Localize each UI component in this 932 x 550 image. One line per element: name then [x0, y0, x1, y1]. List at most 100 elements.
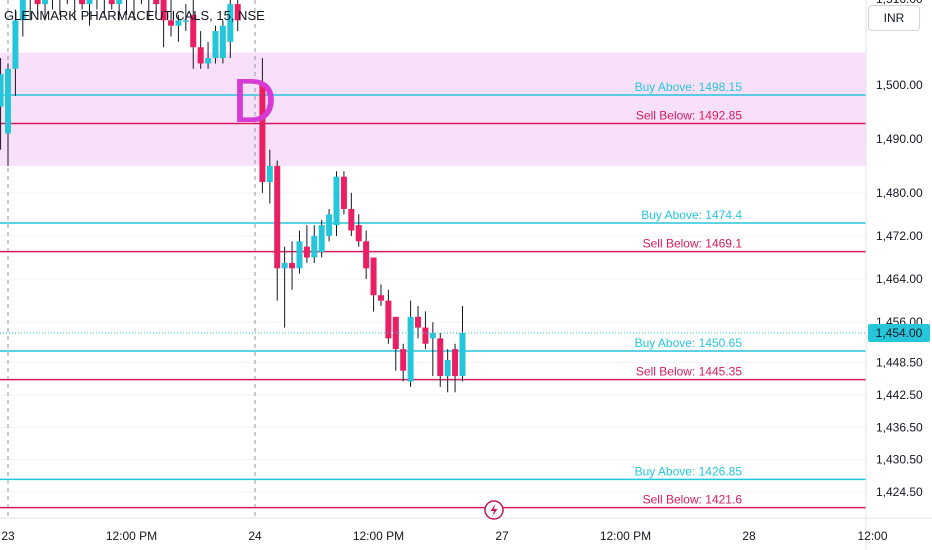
demand-zone	[0, 52, 866, 166]
candle	[42, 0, 49, 21]
candle-body	[326, 214, 333, 236]
candle-body	[333, 176, 340, 226]
candle	[289, 241, 296, 290]
candle-body	[452, 349, 459, 377]
candle	[340, 171, 347, 215]
candle	[227, 0, 234, 59]
candle	[197, 31, 204, 69]
level-label: Buy Above: 1426.85	[635, 464, 743, 478]
current-price-tag-bg	[868, 323, 930, 342]
time-tick-label: 23	[1, 529, 15, 543]
candle-body	[259, 85, 266, 183]
candle-body	[444, 359, 451, 377]
candle-body	[355, 225, 362, 242]
candle-body	[5, 68, 11, 134]
candle	[219, 20, 226, 64]
level-label: Sell Below: 1421.6	[643, 493, 743, 507]
price-tick-label: 1,480.00	[876, 186, 923, 200]
price-axis[interactable]: 1,516.00 1,500.00 1,490.00 1,480.00 1,472.00…	[876, 0, 923, 499]
candle	[86, 0, 93, 26]
level-label: Sell Below: 1469.1	[643, 237, 743, 251]
candle	[326, 208, 333, 242]
time-tick-label: 12:00 PM	[600, 529, 651, 543]
zone-rect	[0, 52, 866, 166]
candle-body	[429, 332, 436, 339]
candle	[355, 214, 362, 247]
level-label: Buy Above: 1474.4	[641, 208, 742, 222]
time-axis[interactable]: 23 12:00 PM 24 12:00 PM 27 12:00 PM 28 12:00	[1, 529, 888, 543]
candle	[392, 316, 399, 371]
candle	[311, 225, 318, 263]
candle	[133, 0, 135, 21]
zone-marker-label: D	[232, 67, 277, 136]
candle-body	[227, 4, 234, 42]
candles	[0, 0, 466, 393]
level-label: Sell Below: 1445.35	[636, 365, 742, 379]
time-tick-label: 27	[495, 529, 509, 543]
candle-body	[274, 165, 281, 269]
symbol-title: GLENMARK PHARMACEUTICALS, 15, NSE	[4, 8, 265, 23]
candle	[51, 0, 53, 10]
candle-body	[340, 176, 347, 209]
candle-body	[182, 20, 189, 22]
candle	[318, 219, 325, 258]
candle-body	[197, 47, 204, 64]
candle	[175, 14, 182, 42]
candle	[429, 322, 436, 377]
candle-body	[437, 338, 444, 377]
candle-body	[392, 316, 399, 350]
candle-body	[160, 0, 167, 21]
candle-body	[266, 165, 273, 183]
price-tick-label: 1,516.00	[876, 0, 923, 6]
candle	[348, 192, 355, 236]
time-tick-label: 24	[248, 529, 262, 543]
candle	[422, 311, 429, 350]
candle-body	[318, 225, 325, 253]
candle-body	[234, 4, 241, 21]
time-tick-label: 28	[742, 529, 756, 543]
candle	[168, 0, 175, 37]
candle	[79, 0, 86, 10]
currency-button[interactable]: INR	[868, 5, 920, 31]
candle	[370, 257, 377, 312]
candle	[5, 63, 11, 166]
candle	[234, 0, 241, 32]
candle	[0, 58, 4, 150]
candle	[108, 0, 115, 10]
candle-body	[407, 316, 414, 382]
candle	[333, 171, 340, 236]
candle	[437, 332, 444, 387]
candle	[266, 149, 273, 204]
candle	[19, 0, 26, 37]
candle	[96, 0, 98, 10]
lightning-icon[interactable]	[484, 500, 504, 520]
candle-body	[19, 0, 26, 21]
candle-body	[385, 300, 392, 339]
candle	[459, 306, 466, 382]
candle	[103, 0, 105, 15]
candle-body	[377, 295, 384, 301]
price-tick-label: 1,436.50	[876, 420, 923, 434]
session-separators	[7, 0, 256, 518]
candle	[274, 160, 281, 301]
candle	[205, 41, 212, 69]
level-label: Buy Above: 1450.65	[635, 336, 743, 350]
candle-body	[116, 0, 123, 5]
candle	[29, 0, 31, 21]
time-tick-label: 12:00 PM	[353, 529, 404, 543]
candle-body	[281, 262, 288, 269]
candle	[407, 300, 414, 387]
candle-body	[370, 257, 377, 296]
candle-body	[459, 332, 466, 377]
current-price-tag: 1,454.00	[868, 323, 930, 342]
candle-body	[79, 0, 86, 5]
candle	[148, 0, 150, 21]
candle	[377, 284, 384, 307]
price-tick-label: 1,442.50	[876, 388, 923, 402]
level-label: Sell Below: 1492.85	[636, 109, 742, 123]
candle-body	[12, 20, 19, 69]
candle-body	[108, 0, 115, 5]
candle	[12, 9, 19, 96]
candle-body	[0, 74, 4, 107]
